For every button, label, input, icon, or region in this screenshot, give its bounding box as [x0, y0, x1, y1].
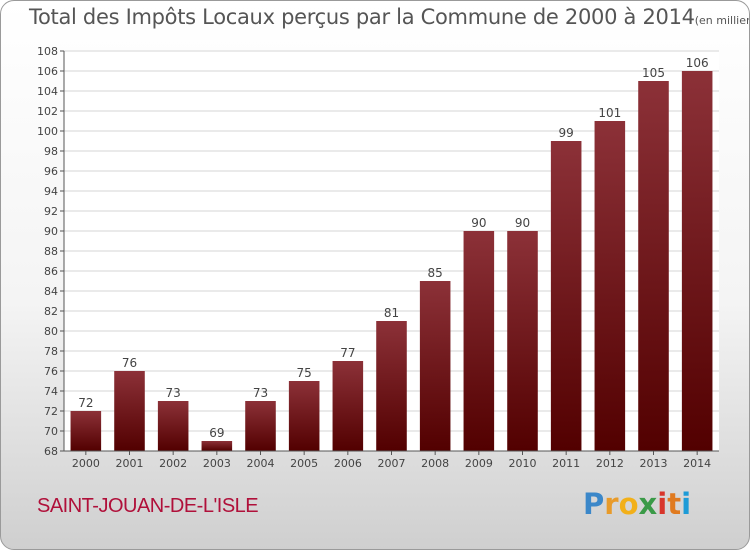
bar-2004[interactable] — [245, 401, 276, 451]
y-tick-label: 74 — [44, 385, 58, 398]
y-axis: 68 70 72 74 76 78 80 82 84 86 88 90 92 94 96 98 100 102 10… — [37, 45, 65, 458]
bar-2014[interactable] — [681, 71, 713, 451]
x-tick-label: 2000 — [72, 457, 100, 470]
y-tick-label: 96 — [44, 165, 58, 178]
x-tick-label: 2001 — [116, 457, 144, 470]
x-tick-label: 2002 — [159, 457, 187, 470]
x-tick-label: 2011 — [552, 457, 580, 470]
y-tick-label: 90 — [44, 225, 58, 238]
bar-value-label: 106 — [686, 56, 709, 70]
bar-2008[interactable] — [419, 281, 451, 451]
x-tick-label: 2004 — [247, 457, 275, 470]
y-tick-label: 106 — [37, 65, 58, 78]
bar-2013[interactable] — [638, 81, 669, 451]
bar-value-label: 81 — [384, 306, 399, 320]
x-axis: 2000 2001 2002 2003 2004 2005 2006 2007 2008 2009… — [64, 450, 719, 470]
y-tick-label: 82 — [44, 305, 58, 318]
bar-value-label: 72 — [78, 396, 93, 410]
x-tick-label: 2008 — [421, 457, 449, 470]
bar-2011[interactable] — [550, 141, 582, 451]
bar-2010[interactable] — [507, 231, 538, 451]
bar-value-label: 73 — [253, 386, 268, 400]
chart-title: Total des Impôts Locaux perçus par la Co… — [29, 5, 749, 29]
bar-value-label: 101 — [598, 106, 621, 120]
x-tick-label: 2007 — [378, 457, 406, 470]
x-tick-label: 2005 — [290, 457, 318, 470]
y-tick-label: 104 — [37, 85, 58, 98]
bar-value-label: 76 — [122, 356, 137, 370]
y-tick-label: 102 — [37, 105, 58, 118]
y-tick-label: 84 — [44, 285, 58, 298]
chart-title-main: Total des Impôts Locaux perçus par la Co… — [29, 5, 695, 29]
y-tick-label: 98 — [44, 145, 58, 158]
bar-value-label: 69 — [209, 426, 224, 440]
y-tick-label: 68 — [44, 445, 58, 458]
y-tick-label: 70 — [44, 425, 58, 438]
proxiti-logo[interactable]: Proxiti — [583, 487, 692, 521]
bar-2012[interactable] — [594, 121, 626, 451]
commune-name: SAINT-JOUAN-DE-L'ISLE — [37, 495, 259, 517]
y-tick-label: 88 — [44, 245, 58, 258]
y-tick-label: 108 — [37, 45, 58, 58]
bar-2003[interactable] — [201, 441, 233, 451]
x-tick-label: 2010 — [509, 457, 537, 470]
y-tick-label: 100 — [37, 125, 58, 138]
bar-value-label: 77 — [340, 346, 355, 360]
bar-value-label: 99 — [559, 126, 574, 140]
x-tick-label: 2014 — [683, 457, 711, 470]
y-tick-label: 92 — [44, 205, 58, 218]
x-tick-label: 2006 — [334, 457, 362, 470]
x-tick-label: 2012 — [596, 457, 624, 470]
x-tick-label: 2003 — [203, 457, 231, 470]
bar-2005[interactable] — [288, 381, 320, 451]
bar-value-label: 105 — [642, 66, 665, 80]
y-tick-label: 80 — [44, 325, 58, 338]
bar-2006[interactable] — [332, 361, 364, 451]
bar-2000[interactable] — [70, 411, 102, 451]
y-tick-label: 76 — [44, 365, 58, 378]
bar-value-label: 73 — [166, 386, 181, 400]
bar-2002[interactable] — [157, 401, 189, 451]
bar-value-label: 90 — [515, 216, 530, 230]
bar-2009[interactable] — [463, 231, 495, 451]
y-tick-label: 86 — [44, 265, 58, 278]
x-tick-label: 2009 — [465, 457, 493, 470]
y-tick-label: 94 — [44, 185, 58, 198]
y-tick-label: 72 — [44, 405, 58, 418]
bar-value-label: 85 — [428, 266, 443, 280]
x-tick-label: 2013 — [640, 457, 668, 470]
y-tick-label: 78 — [44, 345, 58, 358]
bar-2007[interactable] — [376, 321, 407, 451]
bar-2001[interactable] — [114, 371, 145, 451]
chart-title-unit: (en milliers d'€) — [694, 14, 749, 27]
bars: 72 76 73 69 73 75 77 81 85 90 90 99 101 105 106 — [70, 56, 713, 451]
bar-value-label: 90 — [471, 216, 486, 230]
bar-value-label: 75 — [297, 366, 312, 380]
